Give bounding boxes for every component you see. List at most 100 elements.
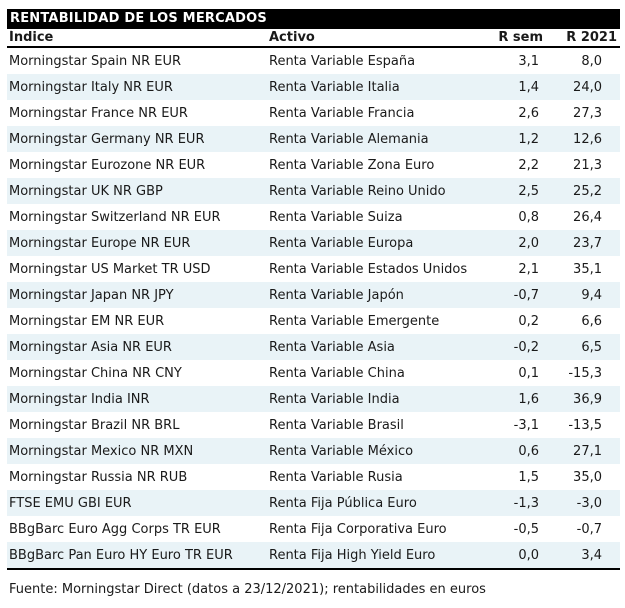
table-row: Morningstar Spain NR EUR Renta Variable E… bbox=[7, 48, 620, 74]
asset-cell: Renta Variable India bbox=[269, 391, 400, 407]
weekly-return-cell: 2,6 bbox=[518, 105, 539, 121]
column-header-r2021: R 2021 bbox=[566, 30, 617, 45]
asset-cell: Renta Variable China bbox=[269, 365, 405, 381]
asset-cell: Renta Variable Alemania bbox=[269, 131, 429, 147]
weekly-return-cell: 0,1 bbox=[518, 365, 539, 381]
weekly-return-cell: 2,5 bbox=[518, 183, 539, 199]
table-row: Morningstar France NR EUR Renta Variable … bbox=[7, 100, 620, 126]
table-row: Morningstar UK NR GBP Renta Variable Rein… bbox=[7, 178, 620, 204]
asset-cell: Renta Variable Italia bbox=[269, 79, 400, 95]
ytd-return-cell: 9,4 bbox=[581, 287, 602, 303]
index-name-cell: FTSE EMU GBI EUR bbox=[9, 495, 132, 511]
table-row: Morningstar Germany NR EUR Renta Variable… bbox=[7, 126, 620, 152]
ytd-return-cell: 26,4 bbox=[573, 209, 602, 225]
ytd-return-cell: 6,6 bbox=[581, 313, 602, 329]
weekly-return-cell: 2,0 bbox=[518, 235, 539, 251]
index-name-cell: Morningstar Mexico NR MXN bbox=[9, 443, 194, 459]
index-name-cell: BBgBarc Euro Agg Corps TR EUR bbox=[9, 521, 221, 537]
index-name-cell: Morningstar Brazil NR BRL bbox=[9, 417, 180, 433]
weekly-return-cell: -0,7 bbox=[513, 287, 539, 303]
table-title-bar: RENTABILIDAD DE LOS MERCADOS bbox=[7, 9, 620, 29]
weekly-return-cell: -3,1 bbox=[513, 417, 539, 433]
asset-cell: Renta Variable Asia bbox=[269, 339, 395, 355]
column-header-rsem: R sem bbox=[498, 30, 543, 45]
asset-cell: Renta Variable Suiza bbox=[269, 209, 403, 225]
index-name-cell: Morningstar Italy NR EUR bbox=[9, 79, 173, 95]
index-name-cell: Morningstar Switzerland NR EUR bbox=[9, 209, 221, 225]
table-row: Morningstar Brazil NR BRL Renta Variable … bbox=[7, 412, 620, 438]
table-row: Morningstar Mexico NR MXN Renta Variable … bbox=[7, 438, 620, 464]
table-header-row: Índice Activo R sem R 2021 bbox=[7, 29, 620, 48]
table-body: Morningstar Spain NR EUR Renta Variable E… bbox=[7, 48, 620, 570]
table-row: Morningstar EM NR EUR Renta Variable Emer… bbox=[7, 308, 620, 334]
asset-cell: Renta Variable Estados Unidos bbox=[269, 261, 468, 277]
weekly-return-cell: 0,8 bbox=[518, 209, 539, 225]
index-name-cell: Morningstar Russia NR RUB bbox=[9, 469, 188, 485]
table-row: Morningstar US Market TR USD Renta Variab… bbox=[7, 256, 620, 282]
asset-cell: Renta Variable México bbox=[269, 443, 414, 459]
index-name-cell: BBgBarc Pan Euro HY Euro TR EUR bbox=[9, 547, 233, 563]
weekly-return-cell: 2,2 bbox=[518, 157, 539, 173]
ytd-return-cell: 27,3 bbox=[573, 105, 602, 121]
ytd-return-cell: -3,0 bbox=[576, 495, 602, 511]
ytd-return-cell: -13,5 bbox=[568, 417, 602, 433]
ytd-return-cell: 6,5 bbox=[581, 339, 602, 355]
ytd-return-cell: 21,3 bbox=[573, 157, 602, 173]
table-row: Morningstar Eurozone NR EUR Renta Variabl… bbox=[7, 152, 620, 178]
asset-cell: Renta Variable Francia bbox=[269, 105, 415, 121]
weekly-return-cell: 0,0 bbox=[518, 547, 539, 563]
ytd-return-cell: -15,3 bbox=[568, 365, 602, 381]
index-name-cell: Morningstar China NR CNY bbox=[9, 365, 182, 381]
ytd-return-cell: 3,4 bbox=[581, 547, 602, 563]
weekly-return-cell: 3,1 bbox=[518, 53, 539, 69]
table-row: Morningstar China NR CNY Renta Variable C… bbox=[7, 360, 620, 386]
ytd-return-cell: 8,0 bbox=[581, 53, 602, 69]
asset-cell: Renta Variable Europa bbox=[269, 235, 414, 251]
index-name-cell: Morningstar Japan NR JPY bbox=[9, 287, 174, 303]
table-row: Morningstar Italy NR EUR Renta Variable I… bbox=[7, 74, 620, 100]
source-note: Fuente: Morningstar Direct (datos a 23/1… bbox=[9, 582, 486, 597]
ytd-return-cell: 36,9 bbox=[573, 391, 602, 407]
asset-cell: Renta Variable Zona Euro bbox=[269, 157, 435, 173]
ytd-return-cell: 25,2 bbox=[573, 183, 602, 199]
table-row: Morningstar Japan NR JPY Renta Variable J… bbox=[7, 282, 620, 308]
weekly-return-cell: 1,5 bbox=[518, 469, 539, 485]
weekly-return-cell: -0,5 bbox=[513, 521, 539, 537]
asset-cell: Renta Variable Reino Unido bbox=[269, 183, 446, 199]
ytd-return-cell: 12,6 bbox=[573, 131, 602, 147]
index-name-cell: Morningstar US Market TR USD bbox=[9, 261, 211, 277]
table-row: BBgBarc Euro Agg Corps TR EUR Renta Fija … bbox=[7, 516, 620, 542]
asset-cell: Renta Variable Brasil bbox=[269, 417, 404, 433]
asset-cell: Renta Variable Emergente bbox=[269, 313, 440, 329]
table-row: Morningstar India INR Renta Variable Indi… bbox=[7, 386, 620, 412]
index-name-cell: Morningstar Spain NR EUR bbox=[9, 53, 182, 69]
weekly-return-cell: 2,1 bbox=[518, 261, 539, 277]
ytd-return-cell: 35,1 bbox=[573, 261, 602, 277]
table-title: RENTABILIDAD DE LOS MERCADOS bbox=[10, 11, 267, 26]
table-row: Morningstar Asia NR EUR Renta Variable As… bbox=[7, 334, 620, 360]
weekly-return-cell: 0,6 bbox=[518, 443, 539, 459]
index-name-cell: Morningstar UK NR GBP bbox=[9, 183, 163, 199]
ytd-return-cell: 24,0 bbox=[573, 79, 602, 95]
ytd-return-cell: 23,7 bbox=[573, 235, 602, 251]
index-name-cell: Morningstar Eurozone NR EUR bbox=[9, 157, 206, 173]
table-row: Morningstar Europe NR EUR Renta Variable … bbox=[7, 230, 620, 256]
column-header-activo: Activo bbox=[269, 30, 315, 45]
index-name-cell: Morningstar India INR bbox=[9, 391, 150, 407]
table-row: FTSE EMU GBI EUR Renta Fija Pública Euro -… bbox=[7, 490, 620, 516]
asset-cell: Renta Variable España bbox=[269, 53, 416, 69]
table-row: Morningstar Switzerland NR EUR Renta Vari… bbox=[7, 204, 620, 230]
table-row: Morningstar Russia NR RUB Renta Variable … bbox=[7, 464, 620, 490]
weekly-return-cell: 1,4 bbox=[518, 79, 539, 95]
asset-cell: Renta Fija High Yield Euro bbox=[269, 547, 436, 563]
weekly-return-cell: 1,6 bbox=[518, 391, 539, 407]
column-header-indice: Índice bbox=[9, 30, 54, 45]
weekly-return-cell: 0,2 bbox=[518, 313, 539, 329]
index-name-cell: Morningstar Asia NR EUR bbox=[9, 339, 172, 355]
asset-cell: Renta Variable Japón bbox=[269, 287, 404, 303]
table-row: BBgBarc Pan Euro HY Euro TR EUR Renta Fij… bbox=[7, 542, 620, 568]
index-name-cell: Morningstar Europe NR EUR bbox=[9, 235, 191, 251]
index-name-cell: Morningstar France NR EUR bbox=[9, 105, 188, 121]
ytd-return-cell: -0,7 bbox=[576, 521, 602, 537]
